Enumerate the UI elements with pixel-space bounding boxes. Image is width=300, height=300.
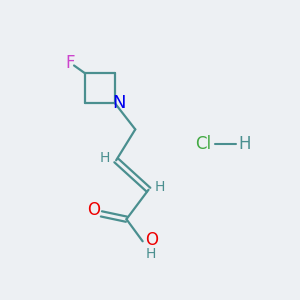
Text: H: H	[238, 135, 250, 153]
Text: H: H	[154, 180, 165, 194]
Text: O: O	[87, 201, 100, 219]
Text: H: H	[146, 247, 156, 261]
Text: O: O	[145, 231, 158, 249]
Text: N: N	[112, 94, 126, 112]
Text: H: H	[100, 151, 110, 165]
Text: Cl: Cl	[195, 135, 211, 153]
Text: F: F	[66, 54, 75, 72]
